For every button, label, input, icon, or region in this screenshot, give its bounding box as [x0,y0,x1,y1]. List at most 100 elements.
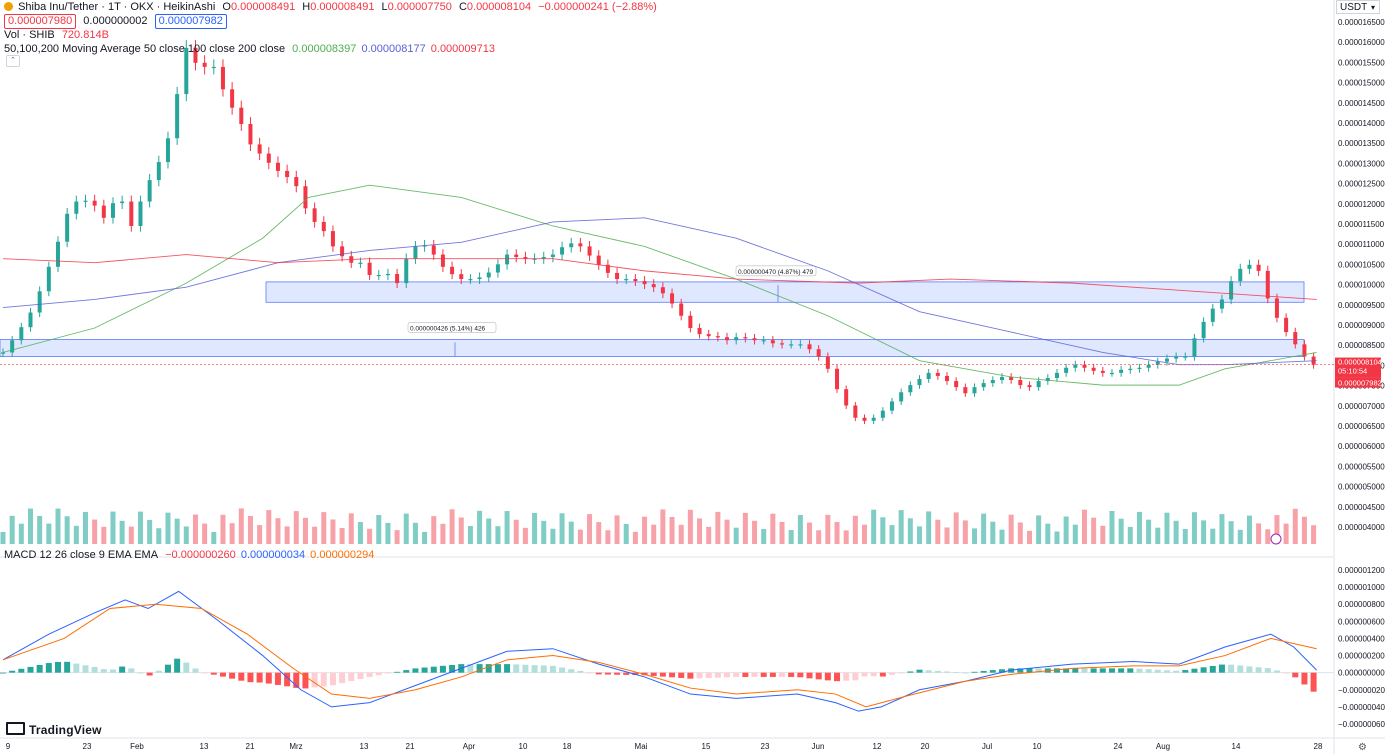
volume-bar [779,521,785,544]
bid-ask-row: 0.000007980 0.000000002 0.000007982 [4,14,231,29]
volume-bar [559,513,565,544]
macd-hist-bar [384,672,391,674]
candle-body [715,336,720,338]
ask-box[interactable]: 0.000007982 [154,14,227,29]
macd-hist-bar [760,672,767,677]
volume-bar [1292,508,1298,544]
candle-body [10,340,15,353]
macd-hist-bar [1273,670,1280,673]
macd-hist-bar [128,668,135,673]
macd-hist-bar [568,669,575,673]
macd-hist-value: −0.000000260 [165,549,236,561]
collapse-legend-icon[interactable]: ⌃ [6,55,20,67]
volume-bar [27,508,33,544]
volume-bar [82,511,88,544]
macd-hist-bar [1127,668,1134,673]
volume-bar [1210,528,1216,544]
macd-hist-bar [348,672,355,682]
volume-bar [541,520,547,544]
volume-bar [642,516,648,544]
volume-bar [1017,522,1023,544]
candle-body [1238,268,1243,282]
macd-hist-bar [513,664,520,673]
candle-body [1027,385,1032,388]
macd-hist-bar [311,672,318,688]
candle-body [944,375,949,382]
price-tick-label: 0.000016000 [1338,38,1385,47]
macd-hist-bar [696,672,703,679]
volume-bar [1219,514,1225,544]
macd-hist-bar [733,672,740,677]
volume-label[interactable]: Vol · SHIB [4,29,55,41]
candle-body [413,246,418,259]
volume-bar [632,531,638,544]
volume-bar [1118,518,1124,544]
volume-bar [0,532,6,544]
macd-hist-bar [769,672,776,677]
macd-hist-bar [659,672,666,677]
candle-body [706,334,711,337]
volume-bar [843,530,849,544]
macd-hist-bar [174,658,181,673]
volume-bar [128,526,134,544]
volume-bar [1246,515,1252,544]
ma-legend: 50,100,200 Moving Average 50 close 100 c… [4,43,499,55]
ma-label[interactable]: 50,100,200 Moving Average 50 close 100 c… [4,43,286,55]
candle-body [165,138,170,163]
candle-body [220,66,225,90]
candle-body [1183,356,1188,358]
currency-selector[interactable]: USDT ▾ [1336,0,1380,14]
volume-bar [367,528,373,544]
macd-hist-bar [155,670,162,673]
volume-bar [587,514,593,544]
tradingview-logo[interactable]: TradingView [6,722,102,737]
macd-hist-bar [54,661,61,673]
macd-hist-bar [1081,668,1088,673]
volume-bar [605,530,611,544]
candle-body [761,340,766,342]
candle-body [367,262,372,275]
candle-body [431,245,436,255]
candle-body [83,200,88,202]
volume-bar [816,530,822,544]
macd-hist-bar [559,667,566,673]
zone-label-box [735,265,817,277]
volume-bar [917,526,922,544]
volume-bar [412,522,418,544]
volume-bar [1146,519,1152,544]
candle-body [193,47,198,63]
volume-bar [614,515,620,544]
price-tick-label: 0.000010500 [1338,260,1385,269]
macd-hist-bar [705,672,712,678]
macd-hist-bar [421,667,428,673]
symbol-title[interactable]: Shiba Inu/Tether · 1T · OKX · HeikinAshi [18,1,216,13]
candle-body [340,246,345,257]
candle-body [1146,364,1151,368]
price-tick-label: 0.000004500 [1338,503,1385,512]
macd-hist-bar [265,672,272,684]
candle-body [330,231,335,247]
price-tick-label: 0.000007000 [1338,402,1385,411]
volume-bar [522,527,528,544]
candle-body [230,89,235,108]
macd-hist-bar [247,672,254,683]
macd-label[interactable]: MACD 12 26 close 9 EMA EMA [4,549,159,561]
bid-box[interactable]: 0.000007980 [4,14,77,29]
candle-body [92,200,97,206]
volume-bar [1182,529,1188,544]
candle-body [1210,308,1215,322]
candle-body [1256,264,1261,271]
volume-bar [999,529,1005,544]
macd-hist-bar [989,670,996,673]
volume-bar [275,518,281,544]
volume-bar [46,523,52,544]
macd-hist-bar [797,672,804,678]
candle-body [321,221,326,232]
macd-hist-bar [1136,668,1143,673]
volume-bar [797,515,803,544]
macd-hist-bar [91,666,98,673]
candle-body [1219,299,1224,309]
macd-hist-bar [36,664,43,673]
candle-body [74,201,79,214]
